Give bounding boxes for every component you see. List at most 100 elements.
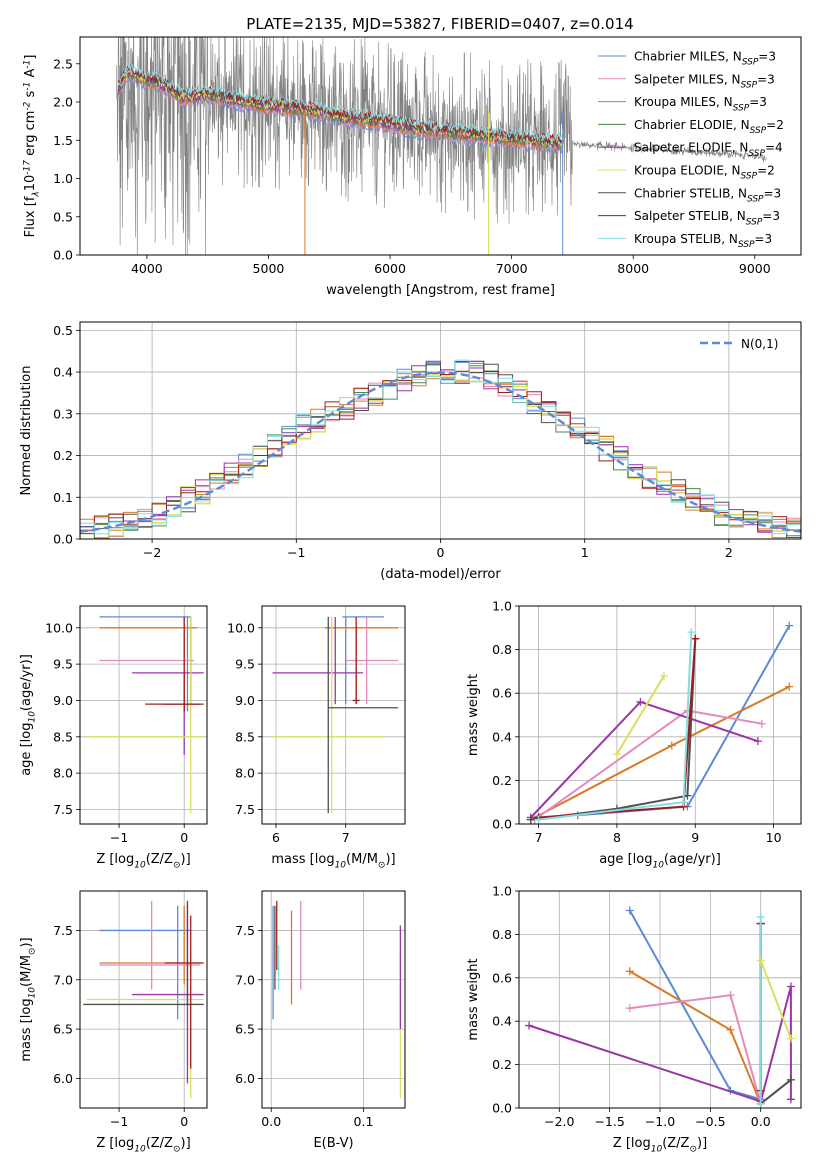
x-tick-label: 1 [581, 545, 589, 560]
label-fragment: (Z/Z [662, 1136, 689, 1151]
label-fragment: mass [log [19, 998, 34, 1061]
label-fragment: erg cm [23, 111, 38, 160]
y-tick-label: 7.5 [235, 923, 255, 938]
y-tick-label: 0.2 [53, 448, 73, 463]
weight-marker [785, 682, 794, 691]
label-fragment: mass weight [466, 958, 481, 1040]
label-fragment: (age/yr)] [664, 852, 721, 867]
x-tick-label: 6 [272, 830, 280, 845]
label-fragment: E(B-V) [313, 1136, 353, 1151]
weight-marker [756, 913, 765, 922]
y-tick-label: 0.0 [492, 817, 512, 832]
x-tick-label: −1 [110, 1114, 128, 1129]
y-tick-label: 2.0 [53, 95, 73, 110]
weight-line [759, 923, 792, 1106]
x-tick-label: 8000 [617, 261, 649, 276]
label-fragment: SSP [741, 81, 758, 91]
label-fragment: (M/M [346, 852, 378, 867]
y-tick-label: 0.5 [53, 323, 73, 338]
label-fragment: ⊙ [173, 861, 181, 871]
weight-marker [726, 991, 735, 1000]
y-axis-label: Flux [fλ10-17 erg cm-2 s-1 A-1] [22, 55, 41, 238]
y-tick-label: 0.8 [492, 927, 512, 942]
x-tick-label: 9000 [739, 261, 771, 276]
x-tick-label: 8 [613, 830, 621, 845]
panel-age_vs_Z: −1 07.58.08.59.09.510.0Z [log10(Z/Z⊙)]age… [19, 605, 208, 871]
panel-weight_vs_Z: −2.0 −1.5 −1.0 −0.5 0.0 0.0 0.2 0.4 0.6 0.8 1.0 Z [… [466, 884, 802, 1155]
y-tick-label: 6.0 [235, 1071, 255, 1086]
label-fragment: s [23, 90, 38, 101]
label-fragment: )] [19, 937, 34, 947]
label-fragment: -2 [22, 101, 32, 110]
plot-area [116, 37, 768, 255]
label-fragment: ⊙ [28, 948, 38, 956]
panel-residuals: −2 −1 0 1 2 0.0 0.1 0.2 0.3 0.4 0.5 (data-model)/er… [19, 321, 802, 582]
legend-entry: Chabrier MILES, NSSP=3 [634, 50, 776, 68]
axes-frame [79, 36, 802, 256]
legend-entry: Chabrier ELODIE, NSSP=2 [634, 118, 784, 136]
y-tick-label: 1.5 [53, 133, 73, 148]
label-fragment: SSP [742, 58, 759, 68]
residual-histogram-step [80, 359, 801, 539]
weight-marker [687, 628, 696, 637]
weight-marker [691, 634, 700, 643]
weight-marker [786, 1095, 795, 1104]
y-tick-label: 6.5 [235, 1022, 255, 1037]
x-axis-label: (data-model)/error [380, 567, 501, 582]
y-tick-label: 6.5 [53, 1022, 73, 1037]
weight-marker [625, 967, 634, 976]
plot-area [80, 359, 801, 539]
weight-line [616, 675, 665, 755]
weight-line [538, 632, 693, 821]
label-fragment: 10 [23, 175, 38, 192]
label-fragment: =3 [762, 209, 780, 223]
panel-age_vs_mass: 6 7 7.5 8.0 8.5 9.0 9.5 10.0 mass [log10(M/M⊙)] [227, 605, 406, 871]
weight-marker [786, 1034, 795, 1043]
figure-title: PLATE=2135, MJD=53827, FIBERID=0407, z=0… [246, 15, 633, 33]
label-fragment: ] [23, 55, 38, 60]
label-fragment: 10 [134, 1145, 146, 1155]
weight-marker [636, 697, 645, 706]
label-fragment: -1 [22, 82, 32, 91]
label-fragment: age [log [599, 852, 652, 867]
label-fragment: Kroupa ELODIE, N [634, 164, 741, 178]
panel-mass_vs_Z: −1 06.06.57.07.5Z [log10(Z/Z⊙)]mass [log1… [19, 890, 208, 1155]
x-tick-label: 2 [725, 545, 733, 560]
legend-entry: Salpeter ELODIE, NSSP=4 [634, 141, 783, 159]
y-tick-label: 0.2 [492, 1057, 512, 1072]
y-tick-label: 0.2 [492, 773, 512, 788]
y-tick-label: 1.0 [492, 884, 512, 899]
label-fragment: Kroupa MILES, N [634, 95, 733, 109]
x-tick-label: 0 [180, 1114, 188, 1129]
weight-line [759, 960, 792, 1039]
weight-marker [667, 741, 676, 750]
panel-spectrum: 4000 5000 6000 7000 8000 9000 0.0 0.5 1.0 1.5 2.0 2… [22, 36, 802, 298]
label-fragment: Salpeter STELIB, N [634, 209, 746, 223]
label-fragment: 10 [652, 861, 664, 871]
plot-area [272, 900, 402, 1099]
x-axis-label: Z [log10(Z/Z⊙)] [613, 1136, 707, 1155]
weight-marker [756, 1099, 765, 1108]
axes-frame [261, 605, 406, 825]
label-fragment: age [log [19, 723, 34, 776]
weight-line [530, 685, 790, 821]
weight-marker [786, 1075, 795, 1084]
label-fragment: )] [697, 1136, 707, 1151]
x-tick-label: −1.5 [594, 1114, 624, 1129]
weight-marker [786, 982, 795, 991]
y-tick-label: 8.5 [235, 729, 255, 744]
x-tick-label: 0.1 [354, 1114, 374, 1129]
y-axis-label: mass weight [466, 674, 481, 756]
legend-entry: Kroupa MILES, NSSP=3 [634, 95, 767, 113]
legend-entry: Kroupa STELIB, NSSP=3 [634, 232, 772, 250]
label-fragment: -1 [22, 60, 32, 69]
legend-entry: N(0,1) [741, 337, 778, 351]
y-axis-label: age [log10(age/yr)] [19, 654, 38, 776]
label-fragment: wavelength [Angstrom, rest frame] [326, 283, 555, 298]
weight-marker [534, 815, 543, 824]
weight-marker [756, 956, 765, 965]
x-tick-label: 7 [535, 830, 543, 845]
y-tick-label: 0.4 [492, 729, 512, 744]
x-tick-label: −1 [110, 830, 128, 845]
